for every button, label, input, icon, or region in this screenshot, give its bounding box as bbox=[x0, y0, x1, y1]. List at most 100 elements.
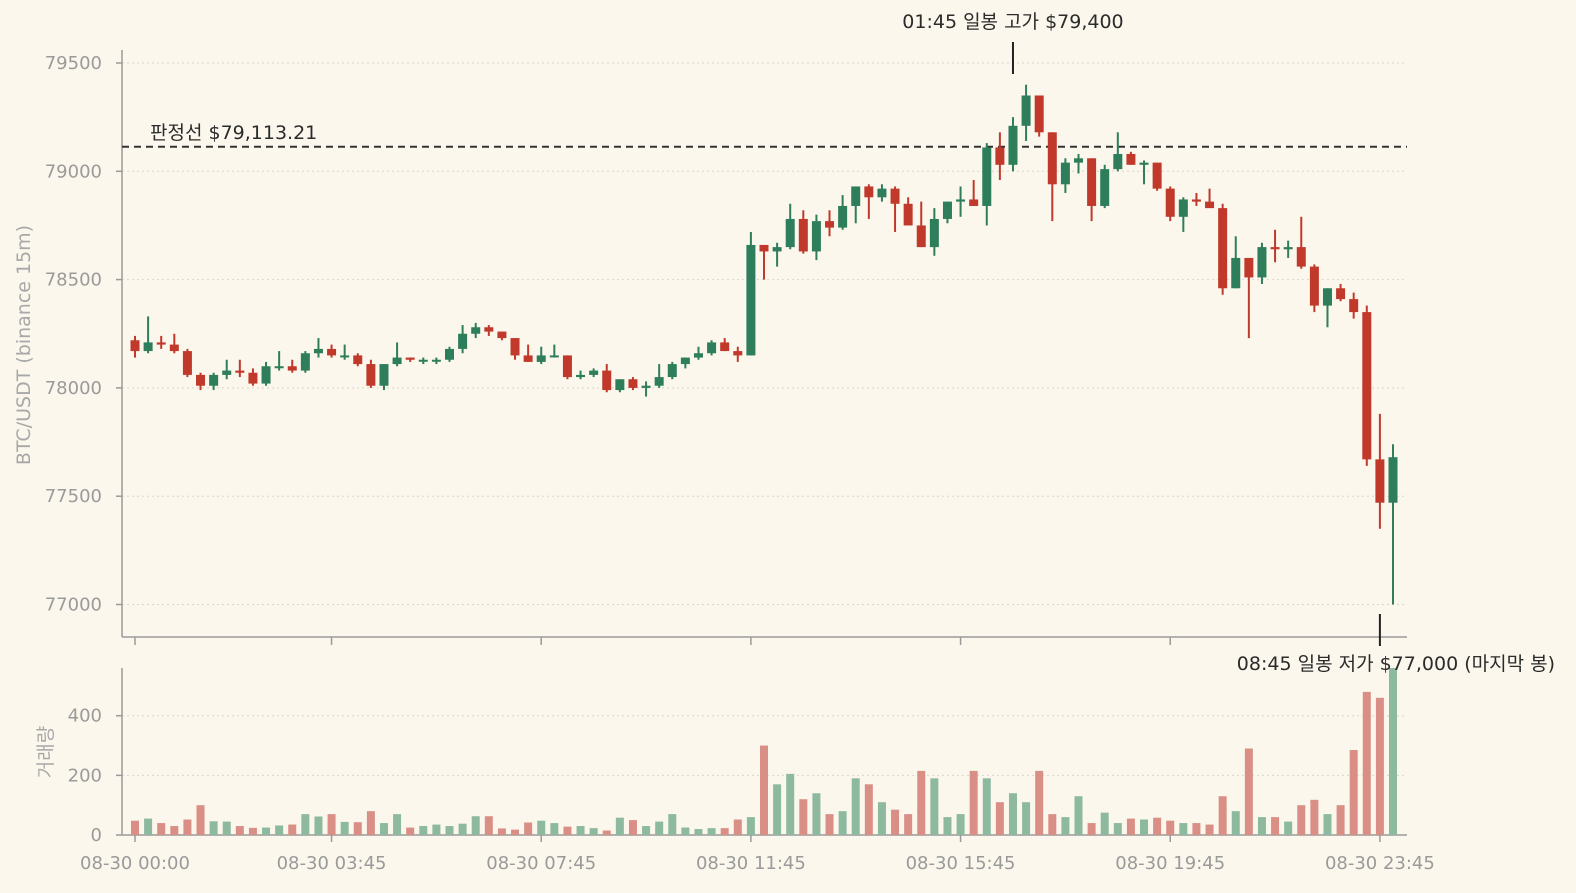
candle-body bbox=[995, 147, 1005, 165]
candle bbox=[1126, 151, 1136, 165]
candle bbox=[1257, 242, 1267, 284]
volume-bar bbox=[1087, 823, 1096, 835]
candle-body bbox=[1191, 199, 1201, 202]
candle bbox=[1336, 283, 1346, 302]
volume-bar bbox=[497, 828, 506, 835]
candle bbox=[1349, 292, 1359, 319]
candle bbox=[196, 372, 206, 391]
candle bbox=[969, 179, 979, 206]
volume-bar bbox=[877, 802, 886, 835]
candle bbox=[1231, 236, 1241, 289]
annotation-label: 08:45 일봉 저가 $77,000 (마지막 봉) bbox=[1237, 653, 1555, 675]
candle bbox=[785, 203, 795, 250]
volume-bar bbox=[1166, 820, 1175, 835]
volume-bar bbox=[1231, 811, 1240, 835]
volume-bar bbox=[222, 821, 231, 835]
candle bbox=[1309, 264, 1319, 313]
candle-body bbox=[366, 364, 376, 386]
candle bbox=[366, 359, 376, 388]
candle-body bbox=[1362, 312, 1372, 460]
candle-body bbox=[785, 218, 795, 248]
candle-body bbox=[811, 221, 821, 252]
candle-body bbox=[667, 364, 677, 378]
volume-bar bbox=[1336, 805, 1345, 835]
candle bbox=[1244, 257, 1254, 339]
volume-bar bbox=[1008, 793, 1017, 835]
candle-body bbox=[1047, 132, 1057, 185]
candle bbox=[654, 364, 664, 388]
volume-bar bbox=[275, 825, 284, 835]
volume-axis-title: 거래량 bbox=[35, 726, 57, 778]
candle bbox=[418, 357, 428, 365]
candle bbox=[1047, 132, 1057, 222]
candle bbox=[1388, 444, 1398, 605]
candle-body bbox=[300, 353, 310, 371]
candle bbox=[1034, 95, 1044, 137]
candle-body bbox=[576, 374, 586, 378]
candle-body bbox=[392, 357, 402, 365]
candle-body bbox=[929, 218, 939, 248]
candle-body bbox=[562, 355, 572, 378]
volume-bar bbox=[668, 814, 677, 835]
candle bbox=[602, 364, 612, 393]
candle bbox=[929, 208, 939, 256]
volume-bar bbox=[1140, 819, 1149, 835]
candle-body bbox=[248, 372, 258, 384]
volume-bar bbox=[707, 828, 716, 835]
volume-bar bbox=[1022, 802, 1031, 835]
x-tick-label: 08-30 23:45 bbox=[1325, 853, 1435, 874]
volume-bar bbox=[760, 745, 768, 835]
candle bbox=[379, 364, 389, 391]
candle bbox=[1322, 288, 1332, 328]
volume-bar bbox=[445, 826, 454, 835]
candle-body bbox=[1375, 459, 1385, 503]
volume-bar bbox=[1284, 821, 1293, 835]
volume-bar bbox=[379, 823, 388, 835]
candle bbox=[877, 184, 887, 202]
candle-body bbox=[261, 366, 271, 384]
candle bbox=[982, 143, 992, 226]
candle-body bbox=[1283, 247, 1293, 250]
candle-body bbox=[1034, 95, 1044, 133]
volume-bar bbox=[1323, 814, 1332, 835]
candle-body bbox=[130, 340, 140, 352]
candle bbox=[1270, 229, 1280, 263]
candle bbox=[1165, 186, 1175, 222]
volume-bar bbox=[602, 830, 611, 835]
candle-body bbox=[759, 244, 769, 252]
candle-body bbox=[1218, 208, 1228, 289]
volume-bar bbox=[406, 827, 415, 835]
candle-body bbox=[313, 348, 323, 354]
candle bbox=[1178, 197, 1188, 232]
candle bbox=[340, 344, 350, 360]
volume-bar bbox=[563, 826, 572, 835]
candle bbox=[549, 344, 559, 358]
volume-bar bbox=[864, 784, 873, 835]
candle bbox=[222, 359, 232, 380]
x-tick-label: 08-30 03:45 bbox=[277, 853, 387, 874]
candle bbox=[1087, 158, 1097, 222]
volume-bar bbox=[956, 814, 965, 835]
volume-bar bbox=[746, 817, 755, 835]
candle-body bbox=[523, 355, 533, 362]
volume-bar bbox=[943, 817, 952, 835]
candle-body bbox=[825, 221, 835, 228]
volume-y-tick-label: 200 bbox=[68, 765, 102, 786]
volume-bar bbox=[851, 778, 860, 835]
candle bbox=[1139, 160, 1149, 185]
candle-body bbox=[1178, 199, 1188, 217]
candle bbox=[235, 359, 245, 378]
volume-bar bbox=[235, 826, 244, 835]
volume-bar bbox=[838, 811, 847, 835]
candle-body bbox=[1087, 158, 1097, 206]
volume-bar bbox=[1310, 799, 1319, 835]
candle-body bbox=[772, 247, 782, 252]
candle-body bbox=[1008, 125, 1018, 165]
volume-bar bbox=[170, 826, 179, 835]
candle-body bbox=[340, 355, 350, 358]
candle-body bbox=[1270, 247, 1280, 250]
candle-body bbox=[458, 333, 468, 349]
candle bbox=[798, 210, 808, 254]
candle-body bbox=[1322, 288, 1332, 306]
